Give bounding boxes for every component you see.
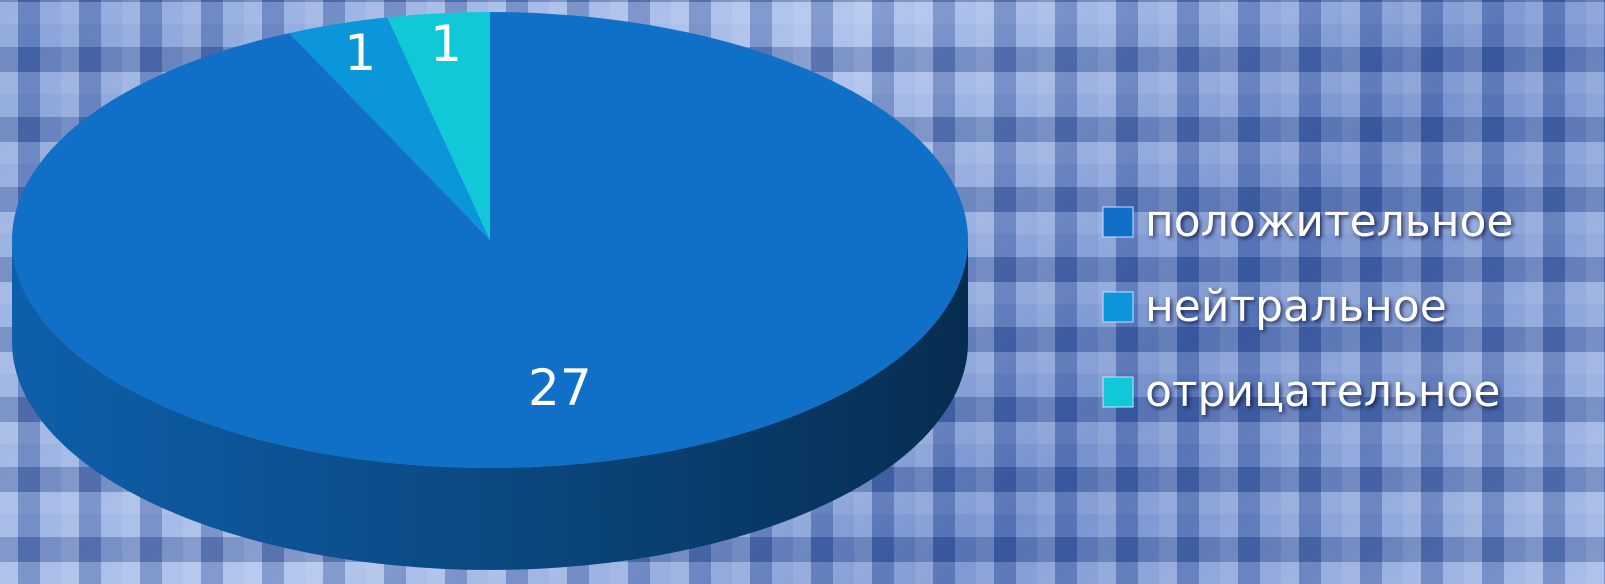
value-label: 1: [430, 15, 462, 73]
slice-top: [289, 17, 490, 241]
slice-top: [11, 12, 968, 468]
value-label: 27: [528, 359, 592, 417]
slice-top: [387, 12, 490, 240]
legend-swatch: [1102, 206, 1134, 238]
legend-swatch: [1102, 376, 1134, 408]
value-label: 1: [344, 24, 376, 82]
legend-label: отрицательное: [1145, 366, 1501, 417]
legend-swatch: [1102, 291, 1134, 323]
legend-label: положительное: [1145, 196, 1513, 247]
slice: [289, 17, 490, 241]
legend-label: нейтральное: [1145, 281, 1447, 332]
slice: [11, 12, 968, 570]
slice: [387, 12, 490, 240]
slice-side-shade: [12, 240, 968, 570]
